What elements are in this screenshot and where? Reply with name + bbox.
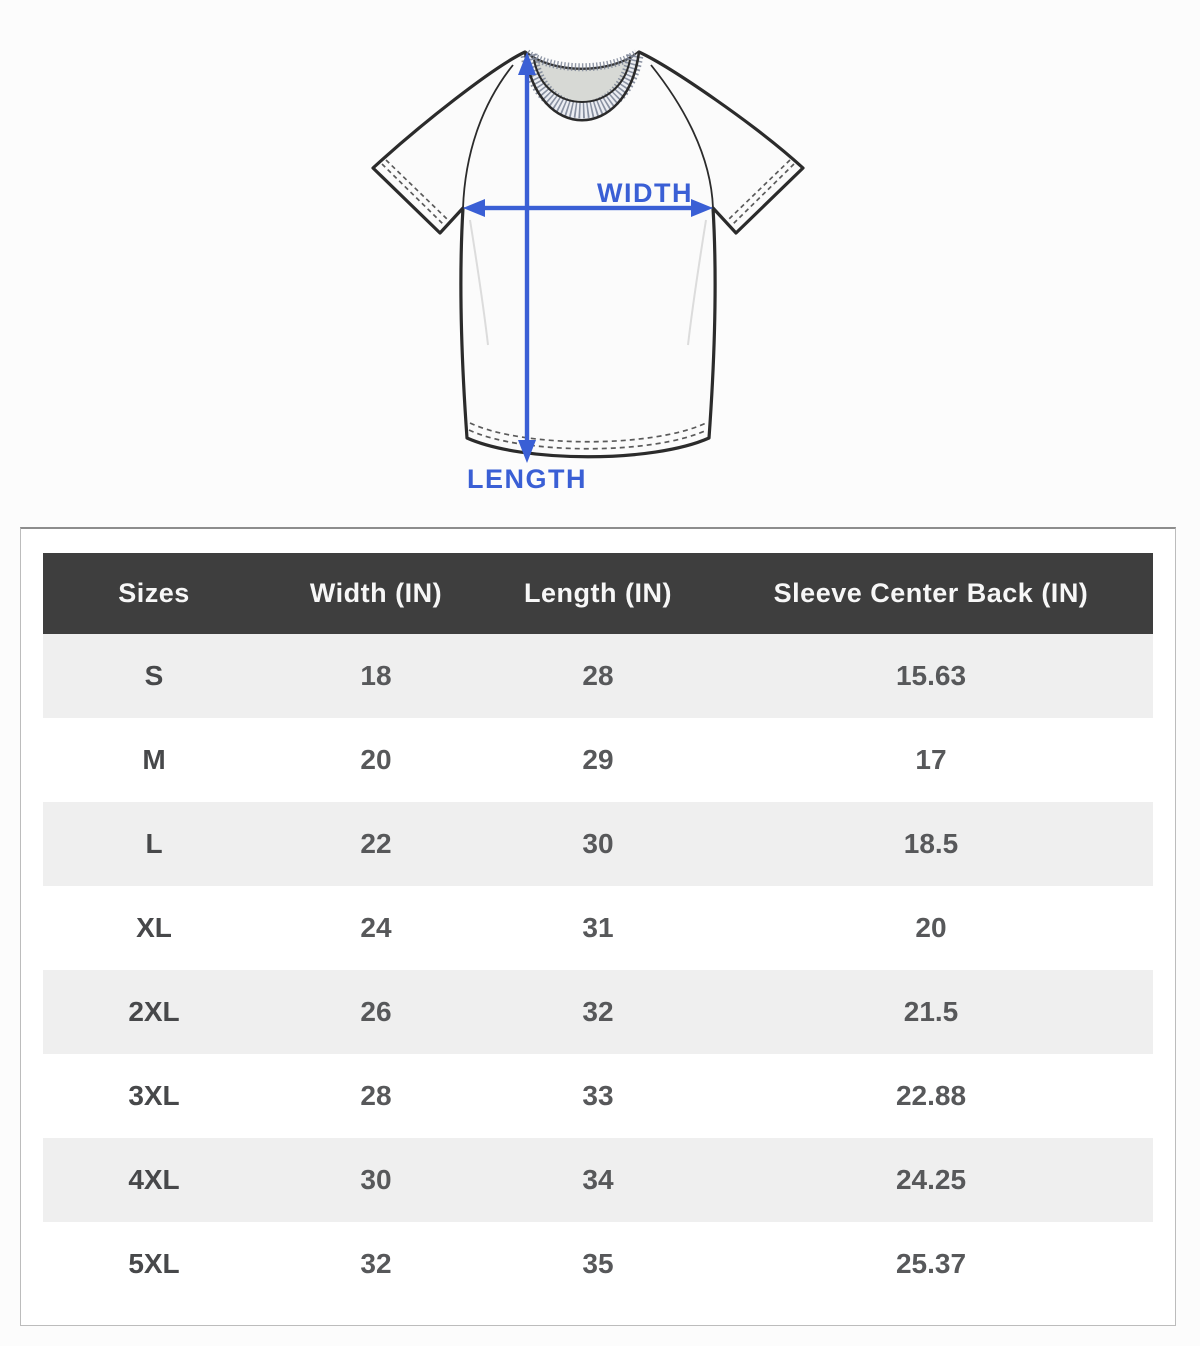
length-arrow — [518, 52, 536, 463]
size-label: 2XL — [128, 996, 180, 1027]
header-cell-width: Width (IN) — [265, 553, 487, 634]
fold-line-left — [469, 219, 489, 346]
size-chart-body: S 18 28 15.63 M 20 29 17 L 22 30 18.5 XL… — [43, 634, 1153, 1306]
table-row: S 18 28 15.63 — [43, 634, 1153, 718]
size-chart-card: Sizes Width (IN) Length (IN) Sleeve Cent… — [20, 527, 1176, 1326]
size-label: 5XL — [128, 1248, 180, 1279]
length-value: 35 — [582, 1248, 614, 1279]
tshirt-diagram-svg: WIDTH LENGTH — [371, 49, 805, 494]
width-value: 18 — [360, 660, 392, 691]
sleeve-value: 18.5 — [903, 828, 959, 859]
collar-inner-edge — [533, 59, 631, 103]
tshirt-measurement-diagram: WIDTH LENGTH — [0, 0, 1200, 520]
armhole-seam-right — [650, 64, 714, 209]
length-value: 33 — [582, 1080, 614, 1111]
size-label: 4XL — [128, 1164, 180, 1195]
table-row: L 22 30 18.5 — [43, 802, 1153, 886]
width-arrow — [463, 199, 713, 217]
header-cell-sizes: Sizes — [43, 553, 265, 634]
sleeve-value: 22.88 — [895, 1080, 967, 1111]
header-cell-length: Length (IN) — [487, 553, 709, 634]
length-value: 32 — [582, 996, 614, 1027]
width-value: 26 — [360, 996, 392, 1027]
width-value: 20 — [360, 744, 392, 775]
length-value: 29 — [582, 744, 614, 775]
table-row: XL 24 31 20 — [43, 886, 1153, 970]
width-label: WIDTH — [597, 178, 693, 208]
size-label: M — [142, 744, 166, 775]
length-value: 28 — [582, 660, 614, 691]
size-chart-table: Sizes Width (IN) Length (IN) Sleeve Cent… — [43, 553, 1153, 1306]
sleeve-value: 20 — [915, 912, 947, 943]
size-label: 3XL — [128, 1080, 180, 1111]
size-label: S — [144, 660, 164, 691]
length-value: 30 — [582, 828, 614, 859]
width-value: 28 — [360, 1080, 392, 1111]
sleeve-value: 21.5 — [903, 996, 959, 1027]
table-row: 4XL 30 34 24.25 — [43, 1138, 1153, 1222]
width-value: 30 — [360, 1164, 392, 1195]
sleeve-value: 15.63 — [895, 660, 967, 691]
size-label: L — [145, 828, 163, 859]
width-value: 24 — [360, 912, 392, 943]
table-row: M 20 29 17 — [43, 718, 1153, 802]
table-row: 5XL 32 35 25.37 — [43, 1222, 1153, 1306]
size-label: XL — [136, 912, 172, 943]
collar-rib-front — [520, 53, 644, 119]
collar-outer-edge — [523, 51, 641, 122]
sleeve-stitching-right — [728, 159, 795, 225]
tshirt-body-outline — [371, 50, 805, 459]
width-value: 22 — [360, 828, 392, 859]
size-chart-header: Sizes Width (IN) Length (IN) Sleeve Cent… — [43, 553, 1153, 634]
length-label: LENGTH — [467, 464, 587, 494]
collar-band — [525, 52, 639, 121]
length-value: 34 — [582, 1164, 614, 1195]
table-row: 3XL 28 33 22.88 — [43, 1054, 1153, 1138]
sleeve-value: 17 — [915, 744, 947, 775]
length-value: 31 — [582, 912, 614, 943]
fold-line-right — [687, 219, 707, 346]
sleeve-value: 24.25 — [895, 1164, 967, 1195]
armhole-seam-left — [462, 64, 514, 209]
header-row: Sizes Width (IN) Length (IN) Sleeve Cent… — [43, 553, 1153, 634]
width-value: 32 — [360, 1248, 392, 1279]
hem-stitching — [468, 422, 708, 450]
sleeve-value: 25.37 — [895, 1248, 967, 1279]
header-cell-sleeve: Sleeve Center Back (IN) — [709, 553, 1153, 634]
table-row: 2XL 26 32 21.5 — [43, 970, 1153, 1054]
sleeve-stitching-left — [381, 159, 448, 225]
